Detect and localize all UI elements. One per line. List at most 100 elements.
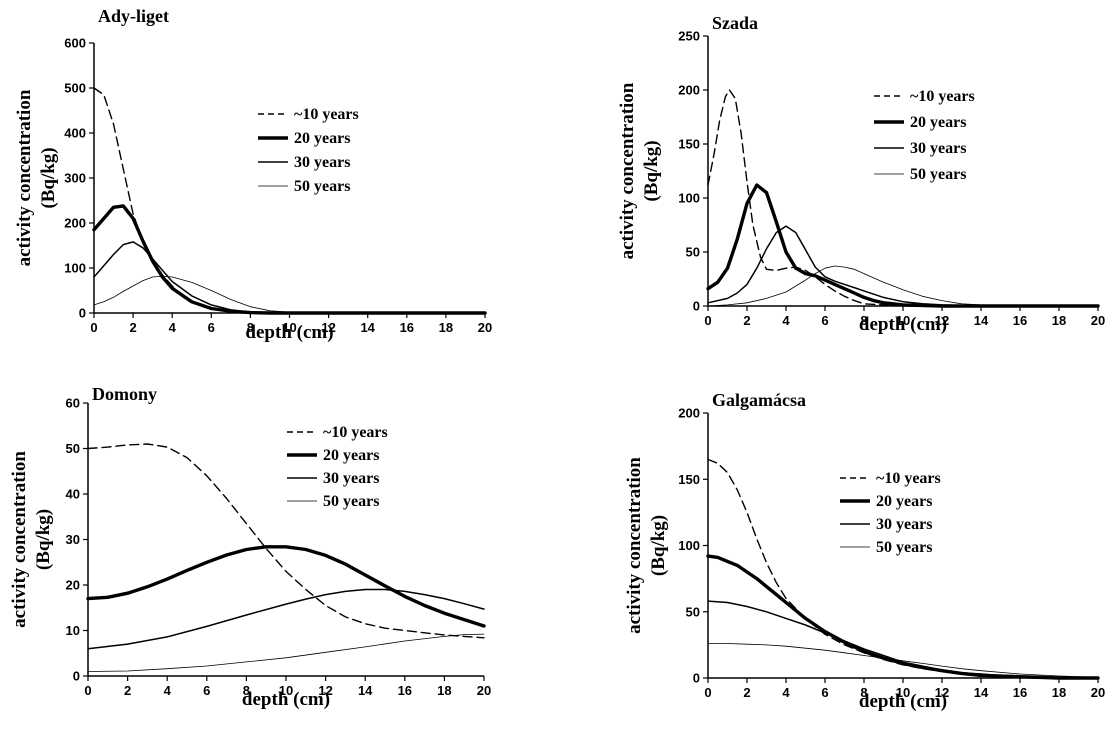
legend-label: ~10 years: [876, 470, 941, 487]
series-line-4: [87, 633, 485, 672]
legend-label: 30 years: [294, 154, 350, 171]
x-tick-label: 2: [743, 313, 750, 328]
chart-2: Szada 0 50 100 150 200 250 0 2 4 6 8 10 12 14 16 18 20 dep…: [617, 13, 1105, 335]
y-axis-label: activity concentration: [14, 89, 35, 266]
y-tick-label: 20: [66, 578, 80, 593]
y-tick-label: 0: [693, 299, 700, 314]
x-tick-label: 12: [935, 685, 949, 700]
y-tick-label: 30: [66, 532, 80, 547]
x-tick-label: 0: [84, 683, 91, 698]
x-tick-label: 18: [439, 320, 453, 335]
y-tick-label: 150: [678, 472, 700, 487]
series-line-2: [86, 545, 486, 628]
y-tick-label: 200: [678, 83, 700, 98]
x-tick-label: 8: [860, 685, 867, 700]
y-tick-label: 100: [678, 191, 700, 206]
legend-label: 20 years: [294, 130, 350, 147]
chart-title: Szada: [712, 13, 758, 33]
y-tick-label: 60: [66, 396, 80, 411]
series-line-2: [706, 554, 1100, 680]
x-tick-label: 8: [860, 313, 867, 328]
legend-label: 30 years: [323, 470, 379, 487]
x-tick-label: 6: [208, 320, 215, 335]
x-tick-label: 0: [704, 313, 711, 328]
y-tick-label: 200: [678, 406, 700, 421]
x-tick-label: 4: [169, 320, 177, 335]
chart-1: Ady-liget 0 100 200 300 400 500 600 0 2 4 6 8 10 12 14 1…: [14, 6, 492, 343]
y-tick-label: 500: [64, 81, 86, 96]
x-axis-label: depth (cm): [242, 689, 330, 710]
x-tick-label: 16: [398, 683, 412, 698]
x-tick-label: 2: [743, 685, 750, 700]
x-tick-label: 16: [1013, 313, 1027, 328]
x-axis-label: depth (cm): [245, 322, 333, 343]
y-axis-unit-label: (Bq/kg): [33, 509, 54, 570]
y-tick-label: 200: [64, 216, 86, 231]
x-tick-label: 20: [478, 320, 492, 335]
x-tick-label: 10: [282, 320, 296, 335]
y-tick-label: 400: [64, 126, 86, 141]
y-tick-label: 0: [79, 306, 86, 321]
x-tick-label: 8: [243, 683, 250, 698]
x-tick-label: 4: [782, 685, 790, 700]
x-tick-label: 16: [400, 320, 414, 335]
y-tick-label: 0: [73, 669, 80, 684]
x-tick-label: 0: [704, 685, 711, 700]
x-tick-label: 10: [896, 313, 910, 328]
series-line-4: [707, 643, 1099, 678]
x-tick-label: 14: [360, 320, 375, 335]
legend-label: 50 years: [910, 166, 966, 183]
x-tick-label: 6: [203, 683, 210, 698]
legend-label: ~10 years: [910, 88, 975, 105]
y-tick-label: 50: [686, 245, 700, 260]
series-line-2: [706, 183, 1100, 308]
y-tick-label: 100: [64, 261, 86, 276]
x-axis-label: depth (cm): [859, 314, 947, 335]
y-tick-label: 50: [66, 441, 80, 456]
x-tick-label: 20: [1091, 313, 1105, 328]
y-axis-label: activity concentration: [617, 82, 638, 259]
x-tick-label: 14: [974, 685, 989, 700]
legend-label: ~10 years: [294, 106, 359, 123]
chart-title: Galgamácsa: [712, 390, 806, 410]
chart-3: Domony 0 10 20 30 40 50 60 0 2 4 6 8 10 12 14 16 18 20 dept…: [9, 384, 491, 710]
x-tick-label: 12: [318, 683, 332, 698]
x-tick-label: 2: [124, 683, 131, 698]
x-tick-label: 14: [974, 313, 989, 328]
x-tick-label: 4: [782, 313, 790, 328]
chart-4: Galgamácsa 0 50 100 150 200 0 2 4 6 8 10 12 14 16 18 20 d…: [624, 390, 1105, 712]
x-tick-label: 18: [1052, 685, 1066, 700]
series-line-1: [93, 87, 486, 314]
legend-label: 20 years: [910, 114, 966, 131]
chart-title: Ady-liget: [98, 6, 169, 26]
legend-label: 30 years: [876, 516, 932, 533]
y-tick-label: 50: [686, 604, 700, 619]
legend-label: 30 years: [910, 140, 966, 157]
y-axis-unit-label: (Bq/kg): [648, 515, 669, 576]
y-tick-label: 100: [678, 538, 700, 553]
series-line-3: [707, 600, 1099, 679]
series-line-1: [87, 443, 485, 639]
y-tick-label: 10: [66, 623, 80, 638]
series-line-3: [707, 225, 1099, 307]
x-axis-label: depth (cm): [859, 691, 947, 712]
x-tick-label: 18: [1052, 313, 1066, 328]
y-tick-label: 250: [678, 29, 700, 44]
legend-label: ~10 years: [323, 424, 388, 441]
y-axis-label: activity concentration: [9, 451, 30, 628]
series-line-3: [93, 241, 486, 314]
y-tick-label: 0: [693, 671, 700, 686]
x-tick-label: 8: [247, 320, 254, 335]
x-tick-label: 10: [279, 683, 293, 698]
legend-label: 20 years: [876, 493, 932, 510]
x-tick-label: 4: [164, 683, 172, 698]
y-axis-unit-label: (Bq/kg): [641, 140, 662, 201]
x-tick-label: 6: [821, 313, 828, 328]
x-tick-label: 10: [896, 685, 910, 700]
series-line-4: [93, 275, 486, 314]
x-tick-label: 14: [358, 683, 373, 698]
legend-label: 20 years: [323, 447, 379, 464]
y-axis-unit-label: (Bq/kg): [38, 147, 59, 208]
series-line-3: [87, 588, 485, 650]
